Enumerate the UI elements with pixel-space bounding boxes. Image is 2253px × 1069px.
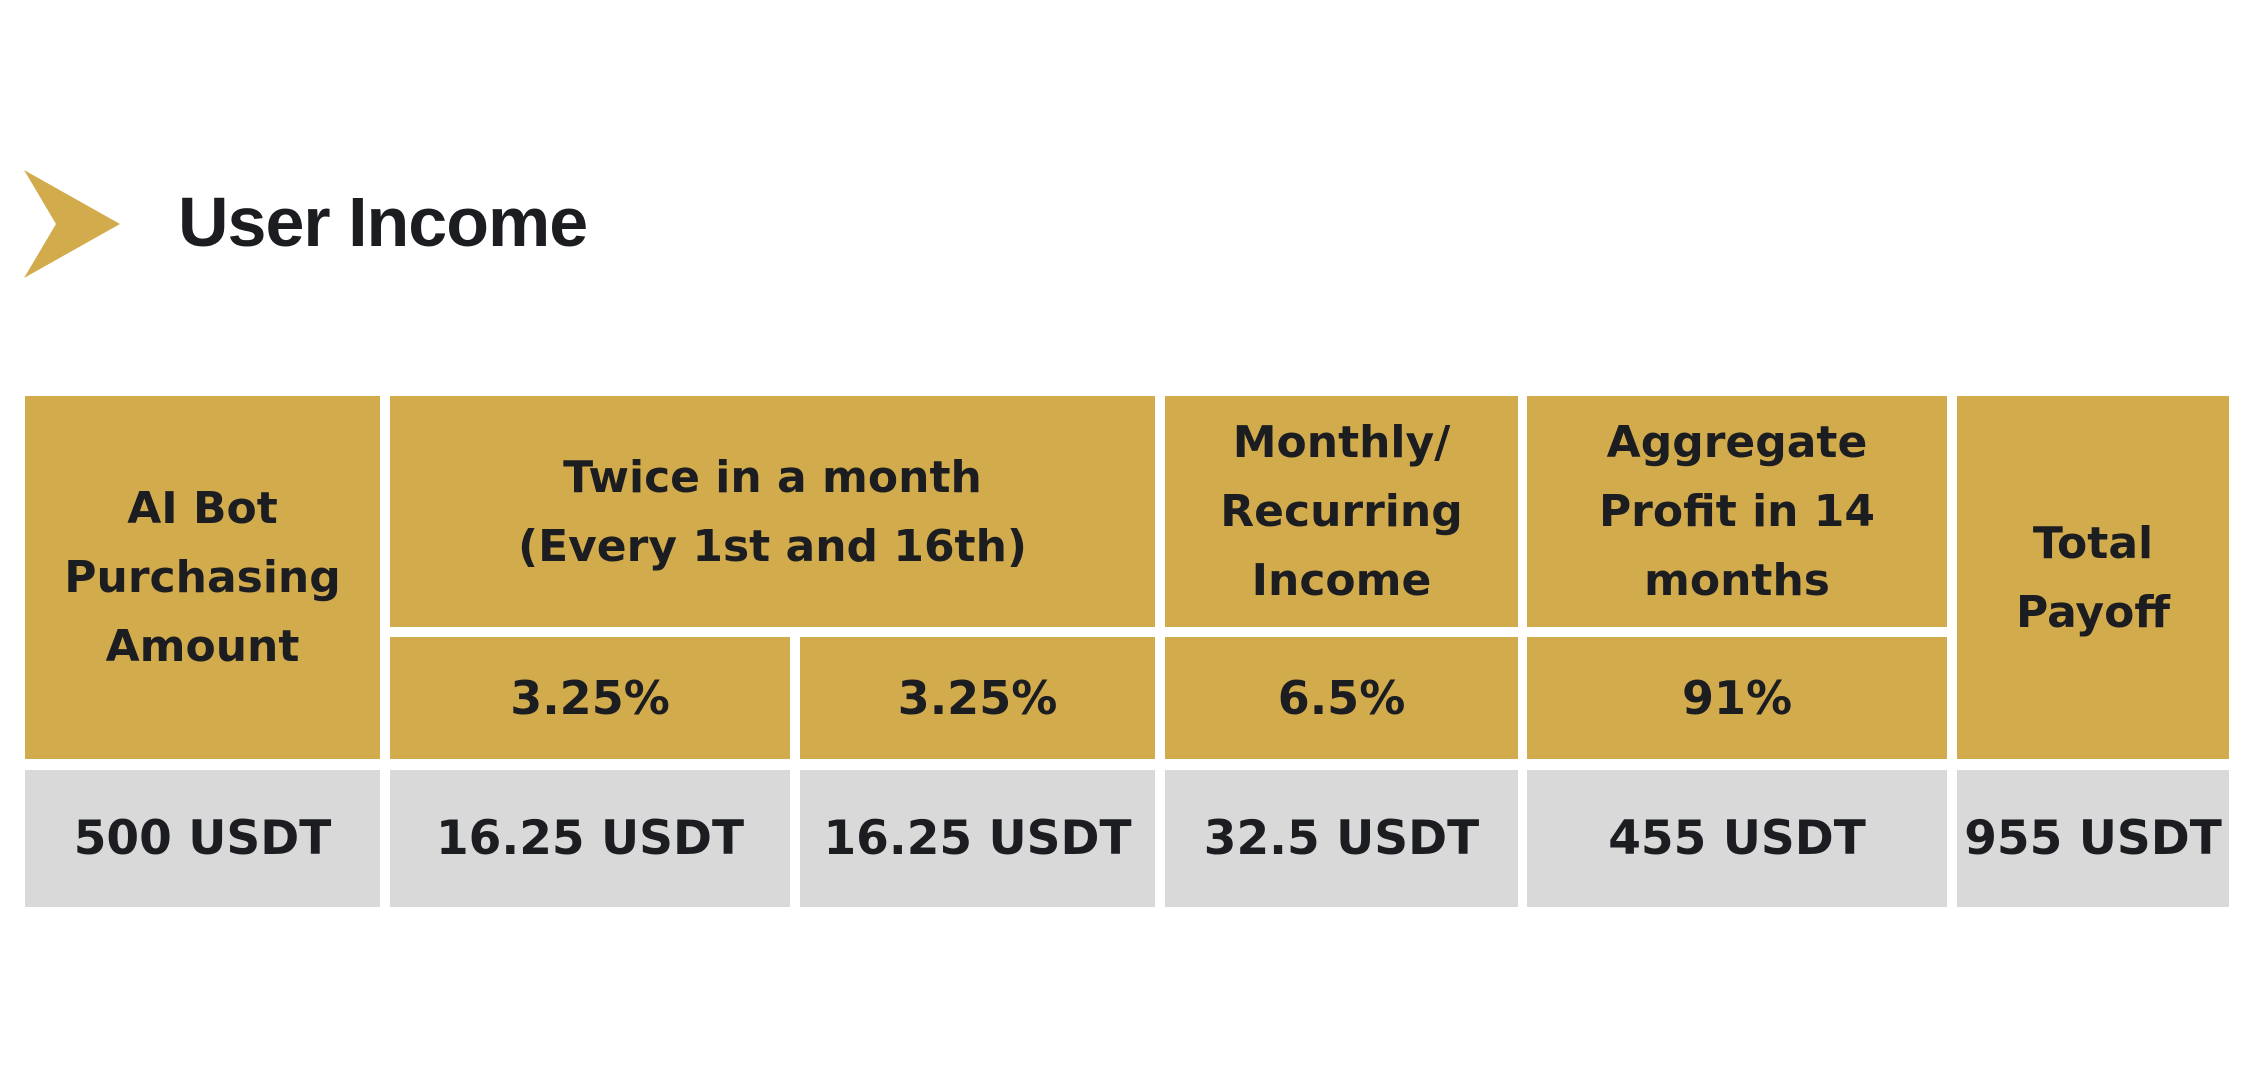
value-first-payout-text: 16.25 USDT <box>435 810 745 866</box>
header-aggregate-profit-label: Aggregate Profit in 14 months <box>1598 417 1876 606</box>
value-second-payout: 16.25 USDT <box>800 770 1155 907</box>
page-title: User Income <box>178 183 588 261</box>
header-total-payoff-label: Total Payoff <box>2016 517 2170 638</box>
rate-second-payout-value: 3.25% <box>897 671 1058 725</box>
rate-monthly-value: 6.5% <box>1277 671 1406 725</box>
value-aggregate-profit: 455 USDT <box>1527 770 1947 907</box>
value-monthly-income: 32.5 USDT <box>1165 770 1518 907</box>
rate-first-payout-value: 3.25% <box>510 671 670 725</box>
value-total-payoff: 955 USDT <box>1957 770 2229 907</box>
value-aggregate-profit-text: 455 USDT <box>1608 810 1866 866</box>
rate-first-payout: 3.25% <box>390 637 790 759</box>
header-twice-in-a-month: Twice in a month (Every 1st and 16th) <box>390 396 1155 627</box>
rate-second-payout: 3.25% <box>800 637 1155 759</box>
header-monthly-income: Monthly/ Recurring Income <box>1165 396 1518 627</box>
chevron-arrow-icon <box>24 170 120 278</box>
value-second-payout-text: 16.25 USDT <box>823 810 1132 866</box>
header-aggregate-profit: Aggregate Profit in 14 months <box>1527 396 1947 627</box>
rate-aggregate: 91% <box>1527 637 1947 759</box>
header-purchasing-amount-label: AI Bot Purchasing Amount <box>64 483 341 672</box>
header-purchasing-amount: AI Bot Purchasing Amount <box>25 396 380 759</box>
value-purchasing-amount: 500 USDT <box>25 770 380 907</box>
rate-aggregate-value: 91% <box>1681 671 1793 725</box>
header-twice-in-a-month-label: Twice in a month (Every 1st and 16th) <box>517 451 1028 572</box>
value-purchasing-amount-text: 500 USDT <box>73 810 332 866</box>
rate-monthly: 6.5% <box>1165 637 1518 759</box>
header-monthly-income-label: Monthly/ Recurring Income <box>1220 417 1463 606</box>
value-first-payout: 16.25 USDT <box>390 770 790 907</box>
value-monthly-income-text: 32.5 USDT <box>1203 810 1480 866</box>
value-total-payoff-text: 955 USDT <box>1964 810 2222 866</box>
header-total-payoff: Total Payoff <box>1957 396 2229 759</box>
